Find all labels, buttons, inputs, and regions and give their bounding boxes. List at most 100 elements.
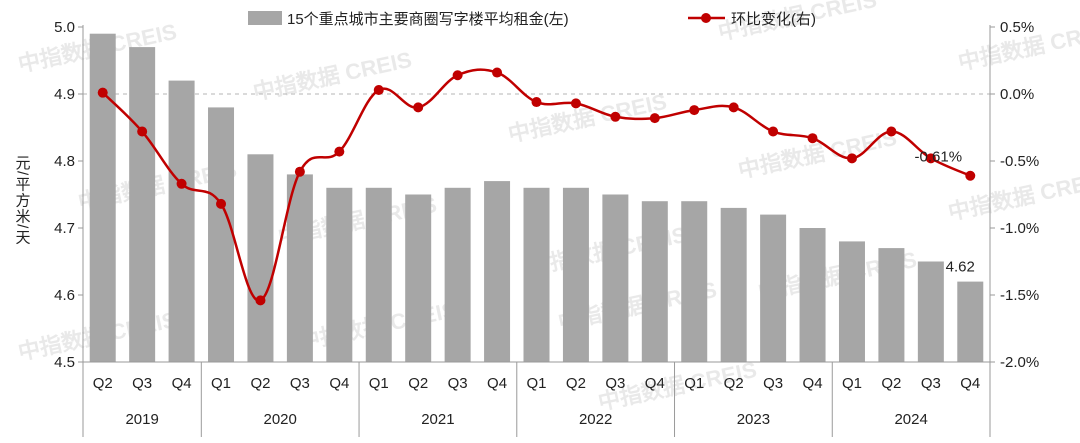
line-point-21 — [925, 153, 936, 164]
line-point-19 — [846, 153, 857, 164]
bar-12 — [562, 187, 589, 362]
x-quarter-label-3: Q1 — [211, 375, 231, 392]
y-axis-left-label: 元/平方米/天 — [14, 155, 31, 245]
line-point-10 — [492, 67, 503, 78]
line-point-12 — [570, 98, 581, 109]
x-quarter-label-22: Q4 — [960, 375, 980, 392]
y-left-tick-label-3: 4.8 — [54, 153, 75, 170]
x-year-label-0: 2019 — [125, 411, 158, 428]
watermark-1: 中指数据 CREIS — [251, 47, 414, 105]
line-point-3 — [216, 198, 227, 209]
x-quarter-label-1: Q3 — [132, 375, 152, 392]
line-point-20 — [886, 126, 897, 137]
x-year-label-2: 2021 — [421, 411, 454, 428]
y-left-tick-label-5: 5.0 — [54, 19, 75, 36]
data-labels: 4.62 -0.61% — [915, 149, 975, 276]
x-quarter-label-16: Q2 — [724, 375, 744, 392]
y-right-tick-label-5: 0.5% — [1000, 19, 1034, 36]
bar-17 — [760, 214, 787, 362]
x-quarter-label-2: Q4 — [172, 375, 192, 392]
line-point-9 — [452, 70, 463, 81]
bar-10 — [484, 181, 511, 362]
x-year-label-1: 2020 — [263, 411, 296, 428]
y-left-tick-label-0: 4.5 — [54, 354, 75, 371]
bar-8 — [405, 194, 432, 362]
legend-bar-label: 15个重点城市主要商圈写字楼平均租金(左) — [287, 11, 569, 28]
bar-20 — [878, 248, 905, 362]
bar-3 — [208, 107, 235, 363]
line-point-5 — [294, 166, 305, 177]
bar-0 — [89, 33, 116, 362]
bar-19 — [838, 241, 865, 362]
y-right-tick-label-3: -0.5% — [1000, 153, 1039, 170]
line-point-1 — [137, 126, 148, 137]
y-right-tick-label-4: 0.0% — [1000, 86, 1034, 103]
line-point-16 — [728, 102, 739, 113]
bar-11 — [523, 187, 550, 362]
line-point-8 — [413, 102, 424, 113]
y-left-tick-label-2: 4.7 — [54, 220, 75, 237]
y-right-tick-label-2: -1.0% — [1000, 220, 1039, 237]
line-point-17 — [768, 126, 779, 137]
line-point-2 — [176, 178, 187, 189]
bar-16 — [720, 207, 747, 362]
legend-line-label: 环比变化(右) — [731, 11, 816, 28]
bar-series — [89, 33, 984, 363]
legend-bar-swatch — [248, 11, 282, 25]
bar-9 — [444, 187, 471, 362]
x-year-label-5: 2024 — [894, 411, 927, 428]
line-point-11 — [531, 97, 542, 108]
y-right-tick-label-0: -2.0% — [1000, 354, 1039, 371]
y-right-tick-label-1: -1.5% — [1000, 287, 1039, 304]
line-point-0 — [97, 87, 108, 98]
x-quarter-label-6: Q4 — [329, 375, 349, 392]
x-quarter-label-0: Q2 — [93, 375, 113, 392]
bar-5 — [286, 174, 313, 362]
x-quarter-label-21: Q3 — [921, 375, 941, 392]
line-point-18 — [807, 133, 818, 144]
legend-line-marker — [701, 13, 711, 23]
line-point-6 — [334, 146, 345, 157]
x-quarter-label-5: Q3 — [290, 375, 310, 392]
x-quarter-label-17: Q3 — [763, 375, 783, 392]
bar-13 — [602, 194, 629, 362]
line-data-label-1: -0.61% — [915, 149, 963, 166]
x-quarter-label-15: Q1 — [684, 375, 704, 392]
x-quarter-label-20: Q2 — [881, 375, 901, 392]
line-point-14 — [649, 113, 660, 124]
bar-14 — [641, 201, 668, 362]
legend: 15个重点城市主要商圈写字楼平均租金(左) 环比变化(右) — [248, 11, 816, 28]
x-quarter-label-13: Q3 — [605, 375, 625, 392]
line-point-15 — [689, 105, 700, 116]
x-quarter-label-4: Q2 — [250, 375, 270, 392]
bar-4 — [247, 154, 274, 362]
y-left-tick-label-4: 4.9 — [54, 86, 75, 103]
bar-7 — [365, 187, 392, 362]
x-quarter-label-12: Q2 — [566, 375, 586, 392]
x-quarter-label-7: Q1 — [369, 375, 389, 392]
x-quarter-label-14: Q4 — [645, 375, 665, 392]
bar-18 — [799, 228, 826, 362]
line-point-7 — [373, 84, 384, 95]
y-left-tick-label-1: 4.6 — [54, 287, 75, 304]
bar-21 — [917, 261, 944, 362]
x-year-label-3: 2022 — [579, 411, 612, 428]
line-point-22 — [965, 170, 976, 181]
bar-15 — [681, 201, 708, 362]
x-quarter-label-11: Q1 — [526, 375, 546, 392]
bar-2 — [168, 80, 195, 362]
x-quarter-label-10: Q4 — [487, 375, 507, 392]
x-quarter-label-8: Q2 — [408, 375, 428, 392]
bar-6 — [326, 187, 353, 362]
x-year-label-4: 2023 — [737, 411, 770, 428]
bar-data-label-0: 4.62 — [946, 259, 975, 276]
watermark-3: 中指数据 CREIS — [736, 125, 899, 183]
bar-1 — [129, 47, 156, 362]
line-series — [97, 67, 976, 306]
x-quarter-label-19: Q1 — [842, 375, 862, 392]
x-quarter-label-9: Q3 — [448, 375, 468, 392]
bar-22 — [957, 281, 984, 362]
axes: 4.5 4.6 4.7 4.8 4.9 5.0 -2.0% -1.5% -1.0% -0.5% 0.… — [54, 19, 1039, 437]
x-quarter-label-18: Q4 — [803, 375, 823, 392]
